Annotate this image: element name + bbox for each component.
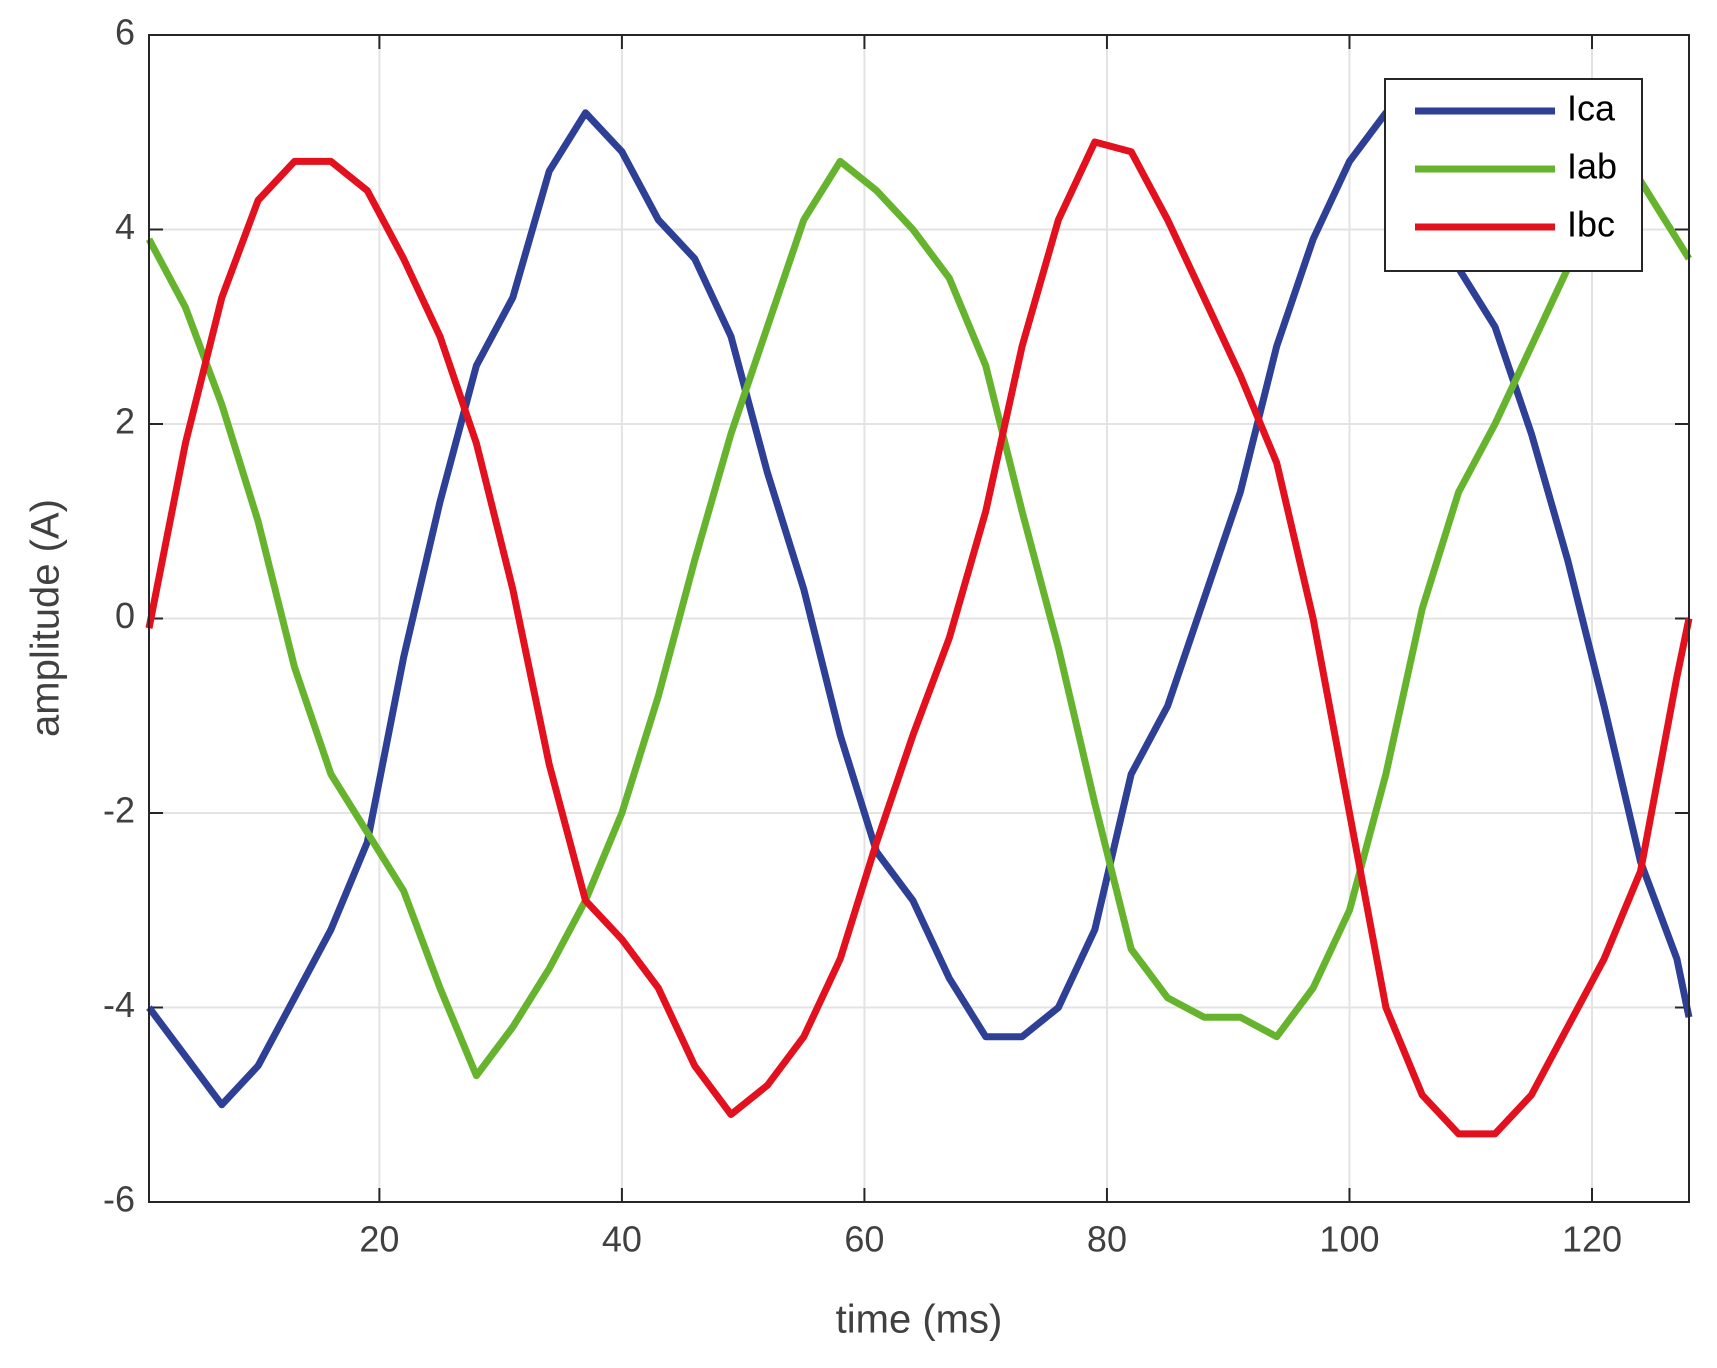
x-tick-label: 120 bbox=[1562, 1219, 1622, 1260]
line bbox=[145, 157, 1692, 1080]
line bbox=[145, 138, 1693, 1138]
x-tick-label: 20 bbox=[359, 1219, 399, 1260]
x-axis-label: time (ms) bbox=[836, 1298, 1003, 1342]
legend-label: Ica bbox=[1567, 88, 1616, 129]
y-tick-label: 0 bbox=[115, 595, 135, 636]
y-tick-label: -6 bbox=[103, 1179, 135, 1220]
x-tick-label: 80 bbox=[1087, 1219, 1127, 1260]
legend-label: Iab bbox=[1567, 146, 1617, 187]
y-tick-label: -4 bbox=[103, 984, 135, 1025]
y-axis-label: amplitude (A) bbox=[24, 499, 68, 737]
x-tick-label: 40 bbox=[602, 1219, 642, 1260]
y-tick-label: -2 bbox=[103, 790, 135, 831]
plot-border bbox=[148, 34, 1690, 1203]
y-tick-label: 6 bbox=[115, 12, 135, 53]
y-tick-label: 4 bbox=[115, 206, 135, 247]
y-tick-label: 2 bbox=[115, 401, 135, 442]
legend-label: Ibc bbox=[1567, 204, 1615, 245]
x-tick-label: 100 bbox=[1319, 1219, 1379, 1260]
x-tick-label: 60 bbox=[844, 1219, 884, 1260]
